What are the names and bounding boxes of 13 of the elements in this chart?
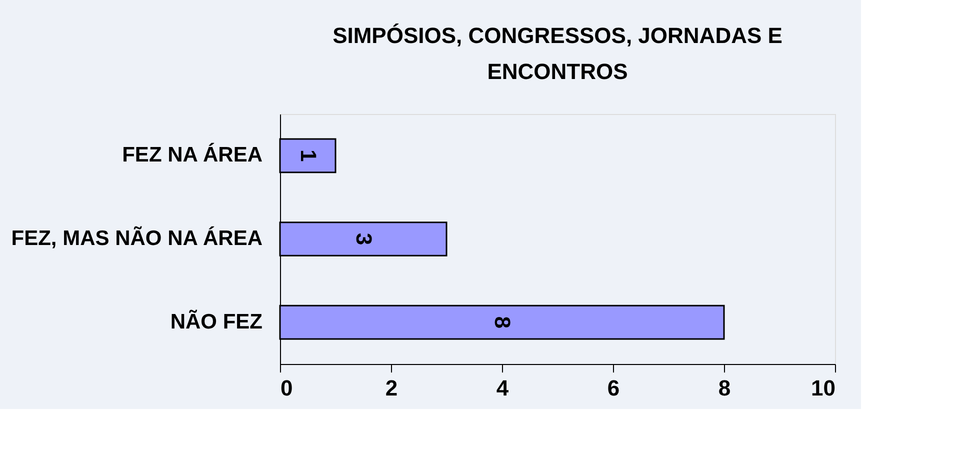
x-tick-label: 4	[496, 376, 510, 400]
data-label: 1	[296, 150, 321, 162]
y-tick-label: FEZ, MAS NÃO NA ÁREA	[11, 226, 262, 250]
x-tick-label: 8	[718, 376, 731, 400]
x-tick-label: 2	[385, 376, 398, 400]
x-tick-label: 6	[607, 376, 620, 400]
chart-title: SIMPÓSIOS, CONGRESSOS, JORNADAS E ENCONTROS	[332, 23, 782, 84]
x-tick-label: 0	[280, 376, 293, 400]
data-label: 3	[351, 232, 376, 246]
y-tick-label: NÃO FEZ	[170, 309, 263, 334]
data-label: 8	[490, 316, 515, 328]
x-tick-label: 10	[811, 376, 836, 400]
y-tick-label: FEZ NA ÁREA	[122, 142, 262, 167]
